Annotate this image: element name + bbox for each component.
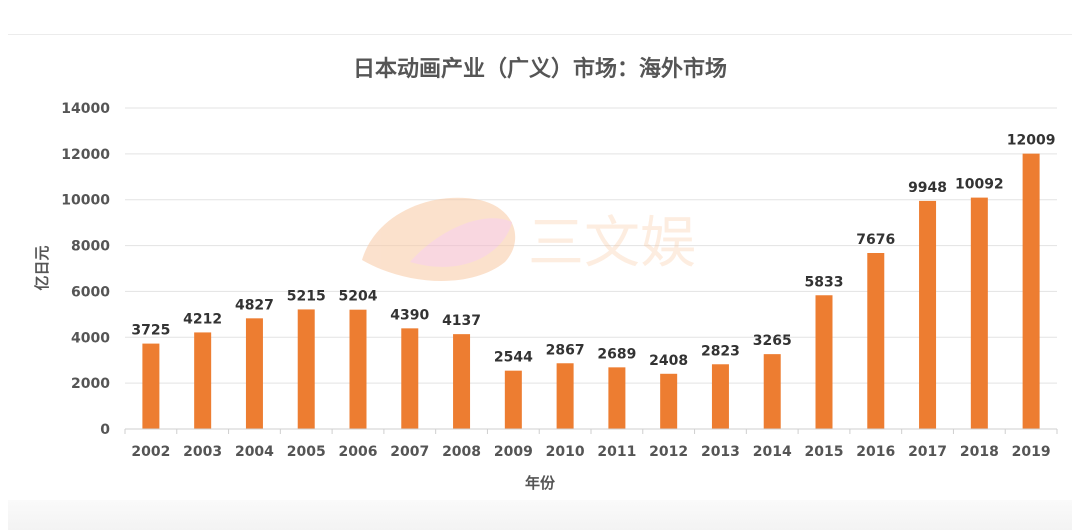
data-label: 2867 <box>546 342 585 358</box>
x-tick-label: 2017 <box>908 444 947 460</box>
data-label: 2544 <box>494 350 533 366</box>
y-tick-label: 6000 <box>71 284 110 300</box>
y-tick-label: 10000 <box>61 193 110 209</box>
x-tick-label: 2009 <box>494 444 533 460</box>
bar <box>401 328 419 429</box>
y-tick-label: 12000 <box>61 147 110 163</box>
bar <box>970 197 988 429</box>
bar <box>504 370 522 429</box>
bar <box>1022 153 1040 429</box>
watermark: 三文娱 <box>362 197 696 281</box>
x-tick-label: 2007 <box>390 444 429 460</box>
watermark-text: 三文娱 <box>528 211 696 276</box>
x-tick-label: 2010 <box>546 444 585 460</box>
y-tick-label: 8000 <box>71 239 110 255</box>
data-label: 12009 <box>1007 133 1056 149</box>
x-axis-ticks: 2002 2003 2004 2005 2006 2007 2008 2009 2010 2011… <box>124 429 1058 460</box>
data-label: 2408 <box>649 353 688 369</box>
x-tick-label: 2014 <box>753 444 792 460</box>
data-label: 4390 <box>390 307 429 323</box>
bars <box>142 153 1040 429</box>
x-tick-label: 2015 <box>805 444 844 460</box>
data-label: 9948 <box>908 180 947 196</box>
data-label: 5833 <box>805 274 844 290</box>
x-tick-label: 2003 <box>183 444 222 460</box>
x-tick-label: 2019 <box>1012 444 1051 460</box>
x-tick-label: 2012 <box>649 444 688 460</box>
x-tick-label: 2008 <box>442 444 481 460</box>
watermark-petal-icon <box>410 218 512 267</box>
x-tick-label: 2016 <box>856 444 895 460</box>
gridlines <box>125 107 1057 384</box>
bar <box>711 364 729 429</box>
bar <box>608 367 626 429</box>
bottom-fade <box>8 500 1072 530</box>
data-label: 4212 <box>183 311 222 327</box>
data-label: 10092 <box>955 177 1004 193</box>
y-axis-title: 亿日元 <box>33 245 51 290</box>
y-tick-label: 0 <box>100 422 110 438</box>
bar <box>660 373 678 429</box>
data-label: 2689 <box>597 346 636 362</box>
bar <box>867 253 885 429</box>
x-tick-label: 2006 <box>339 444 378 460</box>
data-label: 7676 <box>856 232 895 248</box>
x-tick-label: 2005 <box>287 444 326 460</box>
bar <box>815 295 833 429</box>
data-labels: 3725 4212 4827 5215 5204 4390 4137 2544 2867 2689… <box>131 133 1055 369</box>
data-label: 5204 <box>339 289 378 305</box>
bar <box>194 332 212 429</box>
bar <box>297 309 315 429</box>
x-tick-label: 2004 <box>235 444 274 460</box>
data-label: 4827 <box>235 297 274 313</box>
x-tick-label: 2011 <box>597 444 636 460</box>
bar <box>142 343 160 429</box>
bar <box>919 200 937 429</box>
x-tick-label: 2013 <box>701 444 740 460</box>
bar <box>245 318 263 429</box>
y-tick-label: 4000 <box>71 330 110 346</box>
x-tick-label: 2002 <box>131 444 170 460</box>
bar <box>453 334 471 429</box>
data-label: 3725 <box>131 323 170 339</box>
x-tick-label: 2018 <box>960 444 999 460</box>
chart-title: 日本动画产业（广义）市场：海外市场 <box>353 56 727 82</box>
bar <box>349 309 367 429</box>
top-divider <box>8 34 1072 35</box>
data-label: 3265 <box>753 333 792 349</box>
bar <box>763 354 781 429</box>
x-axis-title: 年份 <box>525 474 556 492</box>
data-label: 4137 <box>442 313 481 329</box>
y-tick-label: 14000 <box>61 101 110 117</box>
y-axis-ticks: 0 2000 4000 6000 8000 10000 12000 14000 <box>61 101 110 438</box>
data-label: 5215 <box>287 288 326 304</box>
data-label: 2823 <box>701 343 740 359</box>
y-tick-label: 2000 <box>71 376 110 392</box>
bar <box>556 363 574 429</box>
